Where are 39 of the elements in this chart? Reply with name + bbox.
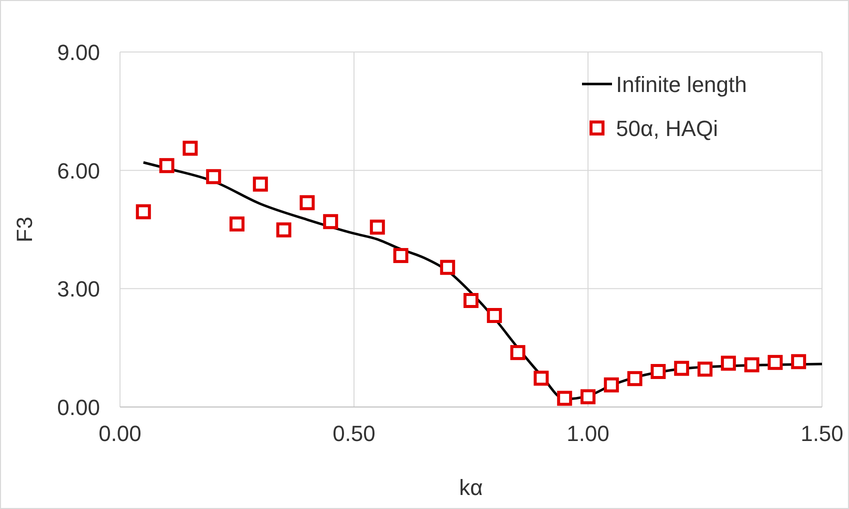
point	[604, 377, 619, 392]
point	[720, 356, 736, 371]
point	[206, 169, 222, 184]
y-tick-label: 6.00	[57, 158, 100, 184]
point	[744, 357, 760, 372]
point	[300, 195, 315, 210]
point	[182, 140, 198, 156]
y-tick-label: 0.00	[57, 395, 100, 420]
x-tick-label: 1.00	[566, 421, 610, 446]
x-axis-title: kα	[459, 475, 484, 500]
x-tick-label: 0.00	[98, 421, 142, 446]
y-tick-label: 9.00	[57, 40, 100, 65]
point	[768, 354, 783, 370]
x-tick-label: 1.50	[800, 421, 844, 446]
point	[230, 216, 244, 232]
point	[627, 371, 642, 386]
point	[580, 389, 596, 404]
point	[510, 345, 526, 360]
point	[159, 158, 174, 174]
point	[534, 370, 549, 386]
point	[650, 364, 666, 379]
point	[370, 220, 385, 235]
point	[136, 204, 151, 220]
point	[674, 360, 690, 376]
legend-label: Infinite length	[616, 72, 747, 97]
y-axis-title: F3	[12, 216, 37, 242]
point	[276, 222, 292, 238]
point	[486, 308, 502, 323]
point	[791, 354, 806, 370]
point	[252, 176, 268, 192]
point	[557, 390, 572, 406]
point	[393, 248, 408, 264]
point	[698, 362, 712, 377]
legend-label: 50α, HAQi	[616, 116, 718, 141]
point	[464, 293, 478, 308]
point	[440, 260, 456, 275]
x-tick-label: 0.50	[332, 421, 376, 446]
y-tick-label: 3.00	[57, 276, 100, 302]
point	[323, 214, 338, 230]
